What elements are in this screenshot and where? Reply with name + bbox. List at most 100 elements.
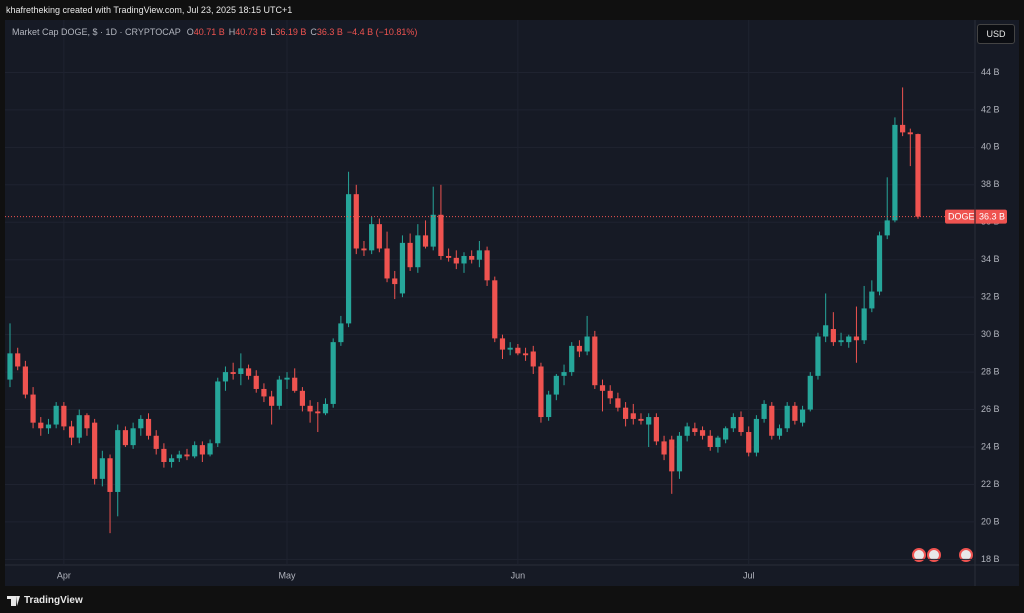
candle-body — [453, 257, 459, 264]
candle-body — [168, 458, 175, 462]
candle-body — [68, 426, 75, 438]
y-tick-label: 28 B — [981, 366, 1000, 376]
candle-body — [638, 418, 644, 421]
candle-body — [515, 347, 521, 354]
candle-body — [176, 454, 182, 459]
candle-body — [622, 407, 629, 419]
candle-body — [392, 278, 398, 285]
candle-body — [792, 405, 798, 421]
candle-body — [230, 372, 236, 374]
candle-body — [699, 430, 706, 436]
candle-body — [245, 368, 252, 376]
last-price-label: 36.3 B — [979, 212, 1005, 222]
candle-body — [853, 336, 860, 341]
candle-body — [253, 375, 259, 389]
candle-body — [676, 435, 683, 472]
candle-body — [130, 428, 136, 446]
candle-body — [322, 403, 329, 414]
candle-body — [138, 418, 144, 429]
candle-body — [907, 132, 913, 135]
legend-value: 36.3 B — [316, 27, 343, 37]
logo — [7, 596, 20, 606]
legend-key: H — [228, 27, 236, 37]
candle-body — [646, 417, 652, 425]
candle-body — [199, 445, 205, 455]
candle-body — [338, 323, 344, 343]
event-icon[interactable] — [912, 548, 926, 562]
chart-background — [5, 20, 1019, 586]
y-tick-label: 40 B — [981, 142, 1000, 152]
x-tick-label: Apr — [57, 570, 71, 580]
symbol-title: Market Cap DOGE, $ · 1D · CRYPTOCAP — [12, 27, 181, 37]
candle-body — [184, 454, 190, 457]
candle-body — [538, 366, 544, 418]
candle-body — [607, 390, 613, 399]
attribution: khafretheking created with TradingView.c… — [6, 5, 293, 15]
candle-body — [107, 458, 113, 492]
candle-body — [738, 417, 744, 433]
legend-value: 40.71 B — [193, 27, 225, 37]
candle-body — [846, 336, 852, 343]
candle-body — [576, 345, 583, 352]
candle-body — [884, 220, 890, 236]
candle-body — [746, 432, 752, 453]
candle-body — [430, 214, 436, 247]
candle-body — [15, 353, 21, 367]
candle-body — [476, 250, 482, 260]
candle-body — [807, 375, 813, 410]
candle-body — [284, 377, 290, 380]
candle-body — [415, 235, 421, 268]
currency-button[interactable]: USD — [977, 24, 1015, 44]
candle-body — [446, 255, 452, 258]
y-tick-label: 30 B — [981, 329, 1000, 339]
candle-body — [869, 291, 875, 309]
candle-body — [592, 336, 598, 386]
candle-body — [7, 353, 13, 380]
legend-value: 40.73 B — [235, 27, 267, 37]
candle-body — [915, 134, 921, 217]
y-tick-label: 32 B — [981, 292, 1000, 302]
candle-body — [507, 347, 513, 350]
candle-body — [546, 394, 552, 418]
candle-body — [838, 340, 844, 343]
y-tick-label: 44 B — [981, 67, 1000, 77]
candle-body — [115, 430, 121, 492]
candle-body — [192, 445, 198, 457]
candle-body — [161, 448, 167, 462]
candle-body — [553, 375, 559, 395]
candle-body — [384, 248, 390, 279]
candle-body — [45, 424, 52, 429]
candle-body — [461, 255, 467, 264]
x-tick-label: May — [279, 570, 297, 580]
candle-body — [584, 336, 590, 352]
candle-body — [776, 428, 783, 436]
candle-body — [684, 426, 690, 436]
candle-body — [830, 329, 836, 343]
candle-body — [330, 342, 336, 404]
event-icon[interactable] — [927, 548, 941, 562]
candle-body — [215, 381, 221, 444]
candle-body — [315, 411, 321, 414]
candle-body — [422, 235, 429, 247]
candle-body — [361, 248, 367, 251]
candle-body — [653, 417, 659, 442]
candle-body — [723, 428, 729, 440]
candle-body — [484, 250, 490, 281]
candle-body — [261, 388, 267, 397]
x-tick-label: Jul — [743, 570, 755, 580]
candle-body — [122, 430, 129, 446]
candle-body — [22, 366, 28, 395]
last-price-box — [945, 209, 1007, 224]
candle-body — [438, 214, 444, 256]
candle-body — [861, 308, 867, 341]
event-icon[interactable] — [959, 548, 973, 562]
candle-body — [661, 441, 667, 455]
y-tick-label: 20 B — [981, 516, 1000, 526]
candle-body — [369, 224, 375, 251]
candle-body — [669, 439, 675, 472]
candle-body — [53, 405, 59, 425]
candle-body — [469, 255, 475, 260]
candle-body — [376, 224, 382, 249]
candle-body — [92, 422, 98, 479]
